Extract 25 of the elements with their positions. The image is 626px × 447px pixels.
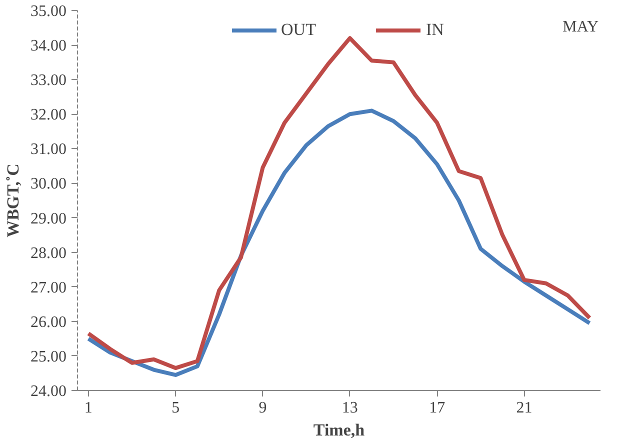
y-tick-label: 34.00 <box>30 38 66 55</box>
legend-label: IN <box>426 20 445 40</box>
annotation: MAY <box>562 18 599 36</box>
x-tick-label: 9 <box>258 400 267 416</box>
y-tick-label: 32.00 <box>30 106 66 124</box>
x-tick-label: 5 <box>172 400 180 416</box>
y-tick-label: 29.00 <box>30 210 66 228</box>
y-tick-label: 25.00 <box>30 348 66 366</box>
y-tick-label: 28.00 <box>30 244 66 262</box>
y-tick-label: 27.00 <box>30 279 66 296</box>
x-tick-label: 13 <box>342 400 358 416</box>
x-tick-label: 17 <box>429 400 446 416</box>
y-tick-label: 31.00 <box>30 141 66 158</box>
x-tick-label: 21 <box>516 400 532 416</box>
line-series <box>86 108 592 377</box>
x-axis-title: Time,h <box>313 420 366 440</box>
y-tick-label: 33.00 <box>30 72 66 90</box>
x-tick-label: 1 <box>84 400 92 416</box>
y-axis-title: WBGT,˚C <box>4 164 22 238</box>
y-tick-label: 26.00 <box>30 314 66 331</box>
y-tick-label: 24.00 <box>30 383 66 400</box>
y-tick-label: 30.00 <box>30 176 66 193</box>
y-tick-label: 35.00 <box>30 3 66 20</box>
legend-label: OUT <box>281 20 316 40</box>
line-series <box>86 36 592 370</box>
